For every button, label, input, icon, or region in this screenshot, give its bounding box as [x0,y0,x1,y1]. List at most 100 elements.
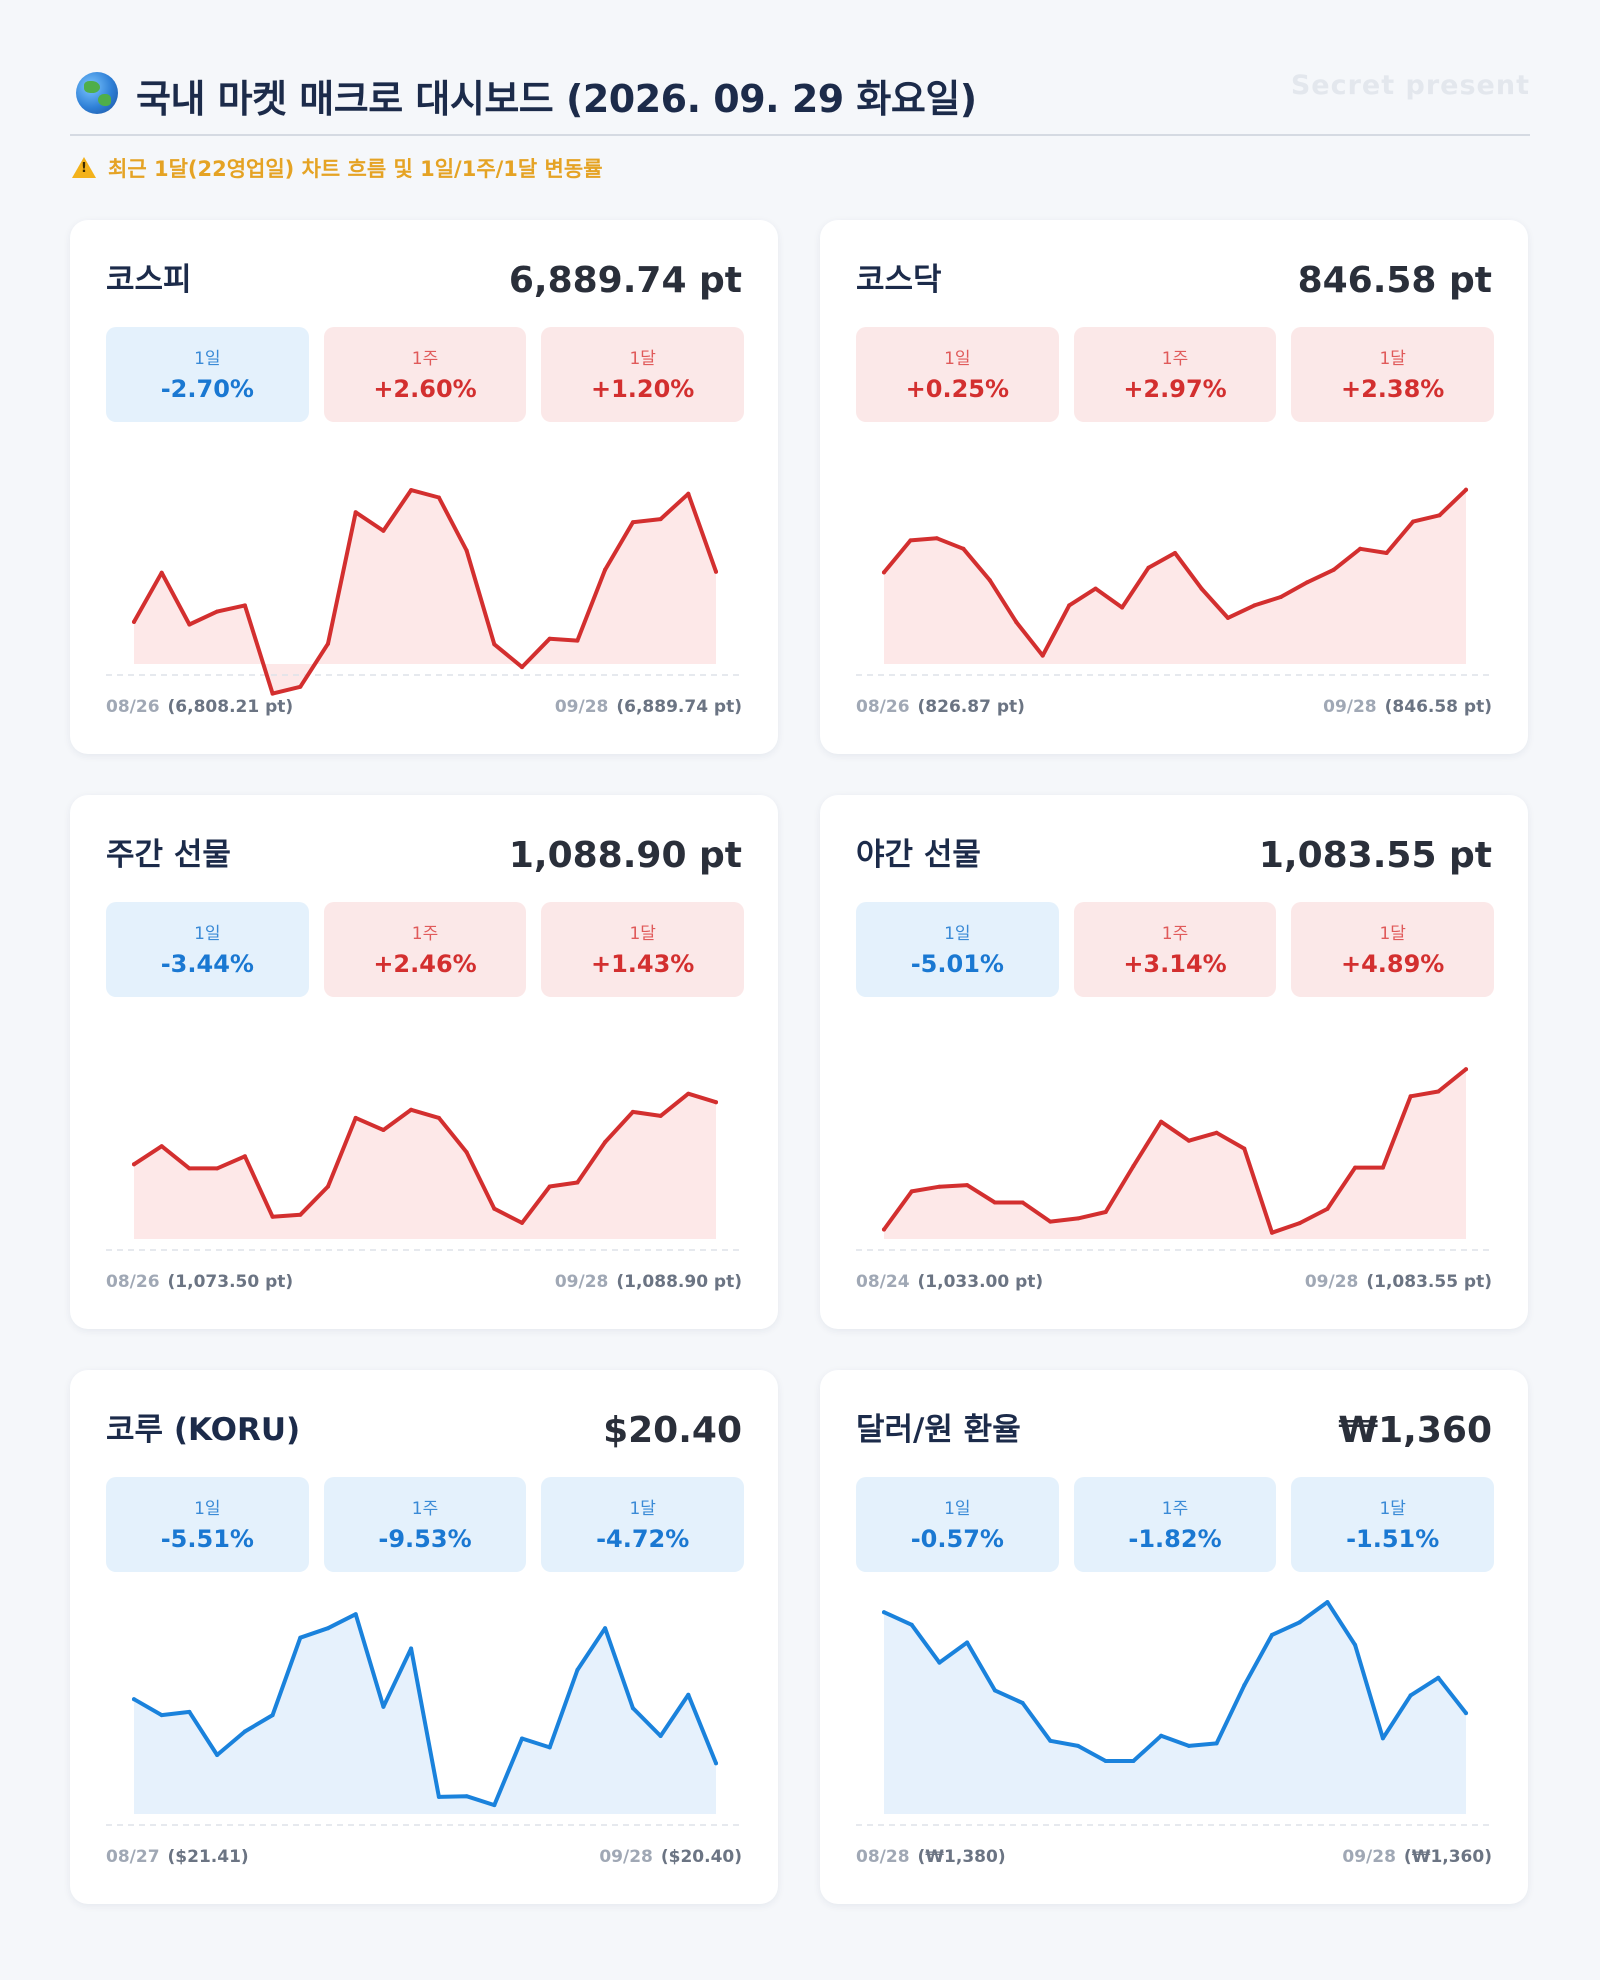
card-koru: 코루 (KORU) $20.40 1일 -5.51% 1주 -9.53% 1달 -4.72% 0… [70,1370,778,1904]
data-point [1353,1643,1358,1647]
dashboard-header: 국내 마켓 매크로 대시보드 (2026. 09. 29 화요일) Secret… [70,62,1530,136]
data-point [908,538,913,543]
card-title: 코스피 [106,262,192,298]
data-point [1464,1067,1468,1072]
data-point [381,1128,386,1132]
end-date: 09/28 [599,1847,653,1867]
data-point [298,1635,303,1640]
change-boxes: 1일 -5.51% 1주 -9.53% 1달 -4.72% [106,1477,745,1572]
area-fill [884,1602,1466,1814]
end-value: (1,083.55 pt) [1366,1272,1492,1292]
data-point [603,567,608,572]
change-percent: +1.20% [590,375,695,403]
change-period-label: 1주 [411,1499,439,1519]
end-value: ($20.40) [660,1847,742,1867]
current-value: ₩1,360 [1338,1410,1492,1451]
data-point [1020,1701,1025,1705]
data-point [1040,653,1045,658]
end-value: (₩1,360) [1403,1847,1492,1867]
data-point [658,1734,663,1738]
data-point [965,1640,970,1645]
data-point [630,520,635,525]
data-point [965,1183,970,1188]
change-percent: -0.57% [910,1525,1004,1553]
data-point [603,1140,608,1145]
data-point [298,1212,303,1217]
data-point [547,1745,552,1750]
end-point-label: 09/28 (846.58 pt) [1323,697,1492,717]
data-point [326,641,330,646]
change-box: 1주 +2.97% [1073,327,1277,422]
data-point [547,1184,552,1189]
data-point [630,1109,635,1114]
change-percent: -3.44% [160,950,254,978]
data-point [520,665,524,670]
start-value: (1,073.50 pt) [167,1272,294,1292]
change-period-label: 1주 [1161,349,1189,369]
data-point [270,1713,275,1718]
data-point [1437,513,1442,518]
data-point [1297,1620,1302,1625]
data-point [937,1184,942,1189]
end-value: (846.58 pt) [1384,697,1492,717]
data-point [1103,1210,1108,1214]
change-percent: -5.51% [160,1525,254,1553]
change-period-label: 1주 [411,349,439,369]
change-percent: -2.70% [160,375,254,403]
change-percent: -4.72% [596,1525,690,1553]
change-period-label: 1달 [1379,924,1406,944]
data-point [215,609,220,614]
data-point [987,578,992,583]
data-point [353,510,358,515]
data-point [298,684,303,689]
end-point-label: 09/28 ($20.40) [599,1847,742,1867]
data-point [992,1688,997,1693]
data-point [1131,1759,1136,1763]
card-night-futures: 야간 선물 1,083.55 pt 1일 -5.01% 1주 +3.14% 1달 +4.89%… [820,795,1528,1329]
change-period-label: 1주 [411,924,439,944]
data-point [1159,1119,1164,1124]
data-point [1214,1130,1219,1135]
data-point [326,1184,330,1189]
change-percent: -9.53% [378,1525,472,1553]
data-point [1199,586,1204,591]
data-point [1186,1138,1191,1143]
start-value: ($21.41) [167,1847,249,1867]
data-point [492,1803,497,1808]
data-point [520,1220,524,1225]
change-box: 1달 +1.43% [541,902,745,997]
data-point [187,1166,192,1171]
trend-chart [856,1600,1494,1826]
data-point [1331,567,1336,572]
data-point [132,619,136,624]
data-point [464,548,469,553]
data-point [409,1107,414,1112]
data-point [1131,1164,1136,1169]
start-point-label: 08/26 (826.87 pt) [856,697,1025,717]
data-point [1380,1736,1385,1741]
change-box: 1주 +2.60% [323,327,527,422]
change-percent: +3.14% [1123,950,1227,978]
data-point [1048,1738,1053,1743]
brand-watermark: Secret present [1290,70,1530,101]
area-fill [884,1069,1466,1239]
data-point [132,1162,136,1167]
globe-icon [76,72,118,114]
data-point [909,1622,914,1627]
start-date: 08/26 [106,1272,160,1292]
start-value: (6,808.21 pt) [167,697,294,717]
change-period-label: 1주 [1161,924,1189,944]
end-value: (6,889.74 pt) [616,697,742,717]
data-point [992,1200,997,1205]
data-point [1464,1711,1468,1716]
data-point [1464,487,1468,492]
change-period-label: 1달 [629,924,656,944]
data-point [1120,605,1125,610]
data-point [242,1154,247,1159]
data-point [1408,1094,1413,1099]
data-point [1103,1759,1108,1763]
change-percent: -1.82% [1128,1525,1222,1553]
data-point [1242,1683,1247,1688]
card-title: 달러/원 환율 [856,1412,1021,1448]
change-boxes: 1일 +0.25% 1주 +2.97% 1달 +2.38% [856,327,1495,422]
